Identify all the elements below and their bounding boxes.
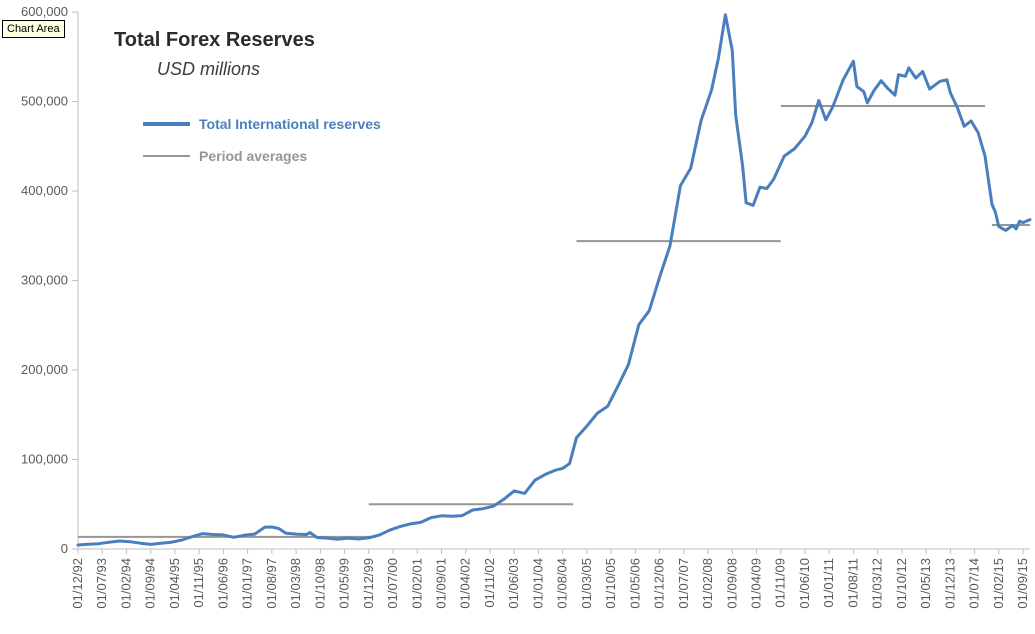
svg-text:01/06/10: 01/06/10 — [797, 558, 812, 609]
svg-text:01/07/07: 01/07/07 — [676, 558, 691, 609]
svg-text:01/10/98: 01/10/98 — [312, 558, 327, 609]
svg-text:400,000: 400,000 — [21, 183, 68, 198]
svg-text:100,000: 100,000 — [21, 452, 68, 467]
svg-text:01/02/08: 01/02/08 — [700, 558, 715, 609]
svg-text:01/12/13: 01/12/13 — [942, 558, 957, 609]
chart-title: Total Forex Reserves — [114, 29, 315, 51]
svg-text:01/01/04: 01/01/04 — [530, 558, 545, 609]
svg-text:01/07/00: 01/07/00 — [385, 558, 400, 609]
chart-legend: Total International reserves Period aver… — [143, 108, 381, 172]
svg-text:0: 0 — [61, 541, 68, 556]
svg-text:01/03/12: 01/03/12 — [870, 558, 885, 609]
reserves-legend-label: Total International reserves — [199, 116, 381, 132]
svg-text:600,000: 600,000 — [21, 4, 68, 19]
svg-text:01/02/15: 01/02/15 — [991, 558, 1006, 609]
legend-row-reserves: Total International reserves — [143, 108, 381, 140]
svg-text:500,000: 500,000 — [21, 94, 68, 109]
svg-text:200,000: 200,000 — [21, 362, 68, 377]
svg-text:01/09/15: 01/09/15 — [1015, 558, 1030, 609]
svg-text:01/08/11: 01/08/11 — [845, 558, 860, 608]
svg-text:01/11/02: 01/11/02 — [482, 558, 497, 608]
svg-text:01/05/13: 01/05/13 — [918, 558, 933, 609]
reserves-line-swatch — [143, 122, 190, 126]
svg-text:01/02/01: 01/02/01 — [409, 558, 424, 609]
svg-text:01/11/95: 01/11/95 — [191, 558, 206, 608]
svg-text:01/04/02: 01/04/02 — [458, 558, 473, 609]
chart-area-tooltip: Chart Area — [2, 20, 65, 38]
svg-text:01/12/99: 01/12/99 — [361, 558, 376, 609]
chart-subtitle: USD millions — [157, 59, 261, 79]
svg-text:01/09/94: 01/09/94 — [143, 558, 158, 609]
svg-text:01/08/04: 01/08/04 — [555, 558, 570, 609]
svg-text:01/06/03: 01/06/03 — [506, 558, 521, 609]
svg-text:01/01/11: 01/01/11 — [821, 558, 836, 608]
legend-row-averages: Period averages — [143, 140, 381, 172]
svg-text:01/12/06: 01/12/06 — [652, 558, 667, 609]
period-averages-legend-label: Period averages — [199, 148, 308, 164]
svg-text:01/05/99: 01/05/99 — [337, 558, 352, 609]
svg-text:01/12/92: 01/12/92 — [70, 558, 85, 609]
svg-text:01/03/05: 01/03/05 — [579, 558, 594, 609]
svg-text:300,000: 300,000 — [21, 273, 68, 288]
svg-text:01/06/96: 01/06/96 — [215, 558, 230, 609]
svg-text:01/04/95: 01/04/95 — [167, 558, 182, 609]
svg-text:01/02/94: 01/02/94 — [118, 558, 133, 609]
svg-text:01/11/09: 01/11/09 — [773, 558, 788, 608]
svg-text:01/09/08: 01/09/08 — [724, 558, 739, 609]
svg-text:01/05/06: 01/05/06 — [627, 558, 642, 609]
svg-text:01/07/14: 01/07/14 — [967, 558, 982, 609]
svg-text:01/08/97: 01/08/97 — [264, 558, 279, 609]
period-averages-line-swatch — [143, 155, 190, 157]
svg-text:01/07/93: 01/07/93 — [94, 558, 109, 609]
svg-text:01/10/12: 01/10/12 — [894, 558, 909, 609]
svg-text:01/09/01: 01/09/01 — [433, 558, 448, 609]
svg-text:01/03/98: 01/03/98 — [288, 558, 303, 609]
svg-text:01/04/09: 01/04/09 — [749, 558, 764, 609]
svg-text:01/01/97: 01/01/97 — [240, 558, 255, 609]
svg-text:01/10/05: 01/10/05 — [603, 558, 618, 609]
